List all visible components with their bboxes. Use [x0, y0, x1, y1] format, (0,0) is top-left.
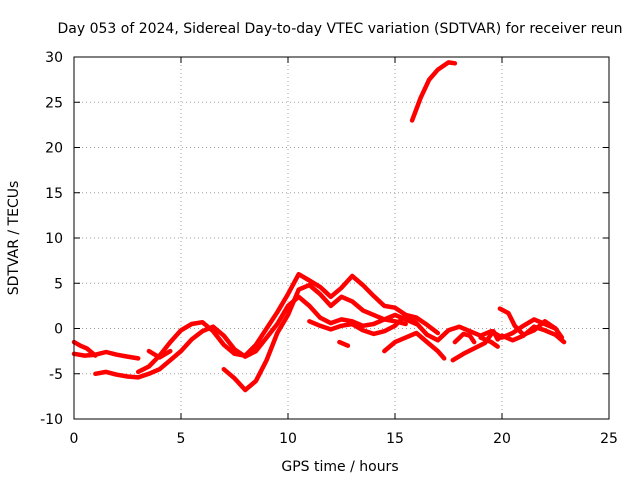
x-tick-label: 10 [279, 431, 297, 447]
series-track-4 [135, 271, 441, 375]
y-tick-label: 10 [45, 231, 63, 247]
y-tick-label: -10 [40, 412, 63, 428]
y-tick-label: 20 [45, 141, 63, 157]
data-series-layer [71, 60, 567, 393]
series-track-2 [71, 339, 98, 358]
series-track-6 [221, 282, 408, 393]
y-tick-label: -5 [49, 367, 63, 383]
x-axis-label: GPS time / hours [281, 459, 398, 475]
y-tick-label: 30 [45, 50, 63, 66]
x-tick-label: 20 [493, 431, 511, 447]
series-track-12 [450, 324, 567, 363]
series-track-13 [478, 335, 500, 349]
y-tick-label: 15 [45, 186, 63, 202]
chart-title: Day 053 of 2024, Sidereal Day-to-day VTE… [57, 21, 622, 37]
y-tick-label: 5 [54, 276, 63, 292]
series-track-9 [382, 330, 447, 361]
x-tick-label: 5 [177, 431, 186, 447]
series-track-14 [497, 306, 558, 338]
series-track-5 [146, 348, 173, 360]
series-track-8 [337, 339, 351, 348]
gridlines [74, 57, 609, 419]
series-track-1 [71, 349, 141, 361]
series-track-7 [307, 312, 565, 343]
series-track-3 [93, 294, 419, 380]
x-tick-label: 15 [386, 431, 404, 447]
axis-ticks: 0 5 10 15 20 25 -10 -5 0 5 10 15 20 25 30 [40, 50, 618, 447]
x-tick-label: 0 [70, 431, 79, 447]
series-track-10 [409, 60, 458, 123]
y-axis-label: SDTVAR / TECUs [6, 181, 22, 296]
y-tick-label: 25 [45, 95, 63, 111]
y-tick-label: 0 [54, 322, 63, 338]
x-tick-label: 25 [600, 431, 618, 447]
series-track-11 [452, 331, 477, 345]
